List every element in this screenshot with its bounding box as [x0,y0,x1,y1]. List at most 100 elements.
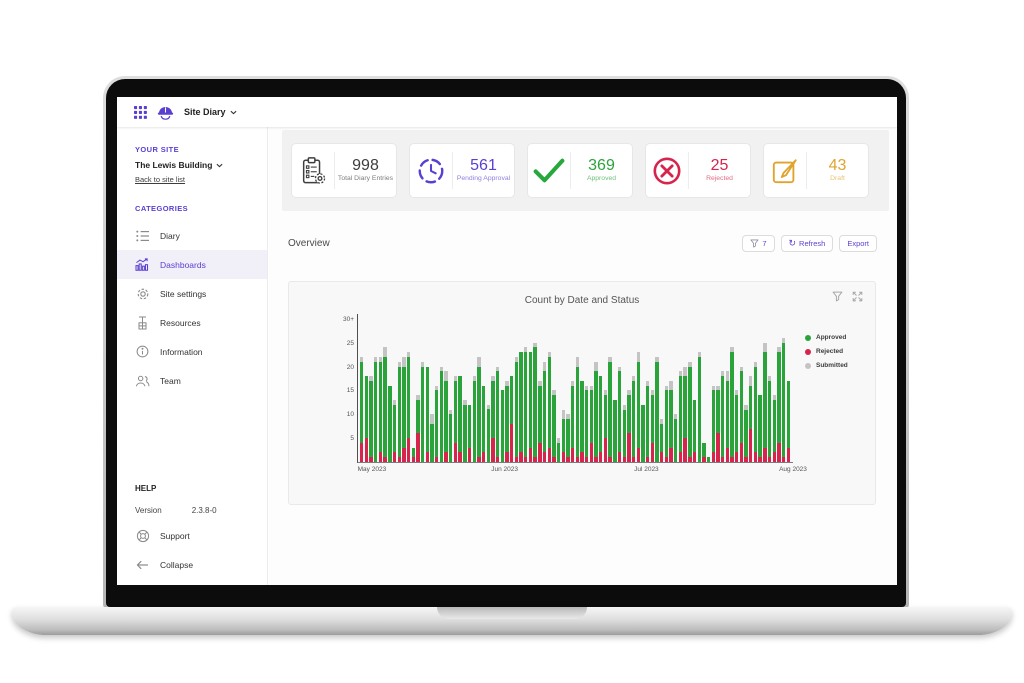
bar-segment-approved [491,380,495,439]
chart-bar [772,395,776,462]
bar-segment-approved [420,366,425,462]
bar-segment-approved [735,395,739,453]
bar-segment-submitted [566,414,570,420]
sidebar-item-dashboards[interactable]: Dashboards [117,250,267,279]
stat-card-total-entries[interactable]: 998 Total Diary Entries [291,143,397,198]
bar-segment-approved [749,385,753,429]
legend-label: Rejected [816,348,844,355]
sidebar-item-resources[interactable]: Resources [117,308,267,337]
chart-bar [650,390,655,462]
bar-segment-rejected [580,452,584,462]
bar-segment-submitted [360,356,364,362]
bar-segment-approved [702,442,706,458]
bar-segment-submitted [763,342,767,353]
bar-segment-submitted [650,390,655,396]
y-axis-tick: 10 [346,411,354,419]
bar-segment-rejected [533,457,537,462]
bar-segment-submitted [631,376,636,381]
legend-item: Rejected [805,348,848,355]
bar-segment-rejected [481,452,486,462]
chart-bar [739,366,744,462]
app-title[interactable]: Site Diary [184,107,237,117]
chart-bar [786,380,790,462]
legend-item: Approved [805,334,848,341]
bar-segment-rejected [767,457,772,462]
chart-bar [481,385,486,462]
bar-segment-approved [636,361,640,448]
bar-segment-submitted [369,376,373,381]
bar-segment-approved [383,356,387,458]
stat-card-approved[interactable]: 369 Approved [527,143,633,198]
expand-icon[interactable] [852,291,863,302]
crane-icon [135,316,150,330]
chart-bar [660,419,664,462]
bar-segment-approved [449,414,453,462]
bar-segment-submitted [453,376,458,381]
chart-bar [458,376,462,462]
bar-segment-rejected [477,457,481,462]
bar-segment-approved [678,376,683,453]
bar-segment-approved [645,385,650,458]
stat-card-draft[interactable]: 43 Draft [763,143,869,198]
collapse-button[interactable]: Collapse [117,550,267,579]
refresh-button[interactable]: ↻ Refresh [780,235,834,252]
bar-segment-rejected [547,447,551,462]
bar-segment-approved [575,366,580,458]
stat-card-rejected[interactable]: 25 Rejected [645,143,751,198]
chart-bar [711,385,715,462]
y-axis-tick: 25 [346,339,354,347]
bar-segment-submitted [435,385,439,391]
sidebar-item-site-settings[interactable]: Site settings [117,279,267,308]
sidebar-item-information[interactable]: Information [117,337,267,366]
bar-segment-approved [603,395,608,439]
bar-segment-approved [692,399,697,453]
toolbar-buttons: 7 ↻ Refresh Export [742,235,877,252]
filter-button[interactable]: 7 [742,235,775,252]
bar-segment-approved [500,390,505,462]
x-axis-tick: Jun 2023 [491,466,518,473]
sidebar-item-diary[interactable]: Diary [117,221,267,250]
refresh-icon: ↻ [788,238,797,248]
bar-segment-rejected [702,457,706,462]
chart-bar [585,385,589,462]
bar-segment-approved [669,390,673,448]
chart-bar [744,404,748,462]
chart-filter-icon[interactable] [832,291,843,302]
app-grid-icon[interactable] [134,105,147,119]
bar-segment-approved [650,395,655,443]
chart-bar [519,352,523,462]
stat-card-pending-approval[interactable]: 561 Pending Approval [409,143,515,198]
site-selector[interactable]: The Lewis Building [117,160,267,170]
bar-segment-rejected [378,452,383,462]
chart-bar [763,342,767,462]
export-label: Export [847,239,869,248]
y-axis-tick: 15 [346,387,354,395]
back-to-site-list-link[interactable]: Back to site list [135,175,186,184]
stat-card-text: 25 Rejected [689,144,750,197]
stat-value: 369 [588,156,615,174]
chart-bar [453,376,458,462]
bar-segment-rejected [749,428,753,462]
bar-segment-rejected [735,452,739,462]
bar-segment-submitted [505,380,509,386]
chart-bar [416,395,420,462]
bar-segment-rejected [716,433,720,462]
bar-segment-rejected [505,452,509,462]
bar-segment-approved [660,423,664,453]
bar-segment-approved [674,419,678,462]
bar-segment-submitted [711,385,715,391]
sidebar-item-label: Diary [160,230,180,241]
bar-segment-rejected [552,457,556,462]
bar-segment-approved [477,366,481,458]
bar-segment-rejected [664,457,669,462]
chart-bar [664,385,669,462]
bar-segment-approved [570,385,575,448]
chart-bar [397,361,401,462]
support-button[interactable]: Support [117,521,267,550]
bar-segment-approved [608,361,612,458]
export-button[interactable]: Export [839,235,877,252]
chart-bar [524,347,528,462]
bar-segment-submitted [622,404,626,410]
y-axis-tick: 5 [350,435,354,443]
sidebar-item-team[interactable]: Team [117,366,267,395]
